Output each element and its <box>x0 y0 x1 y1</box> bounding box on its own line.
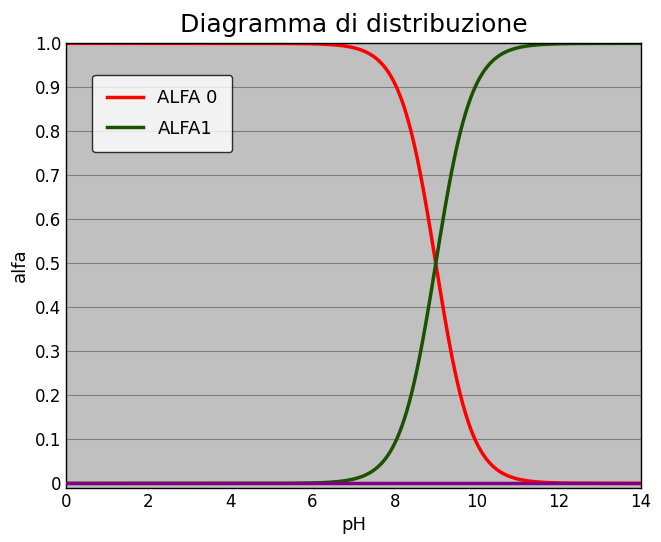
ALFA1 <box>515 44 523 51</box>
ALFA1 <box>342 478 350 484</box>
X-axis label: pH: pH <box>341 516 366 534</box>
Title: Diagramma di distribuzione: Diagramma di distribuzione <box>180 13 527 37</box>
ALFA 0 <box>342 43 350 49</box>
Line: ALFA 0: ALFA 0 <box>66 43 641 483</box>
ALFA 0 <box>637 480 645 487</box>
ALFA 0 <box>327 41 334 48</box>
ALFA 0 <box>621 480 629 487</box>
ALFA1 <box>327 479 334 486</box>
ALFA1 <box>91 480 99 487</box>
ALFA 0 <box>62 40 70 47</box>
Y-axis label: alfa: alfa <box>11 249 29 282</box>
ALFA1 <box>637 40 645 47</box>
ALFA1 <box>621 40 629 47</box>
ALFA 0 <box>91 40 99 47</box>
ALFA1 <box>620 40 628 47</box>
Legend: ALFA 0, ALFA1: ALFA 0, ALFA1 <box>93 75 232 152</box>
ALFA 0 <box>515 476 523 482</box>
ALFA1 <box>62 480 70 487</box>
ALFA 0 <box>620 480 628 487</box>
Line: ALFA1: ALFA1 <box>66 43 641 483</box>
